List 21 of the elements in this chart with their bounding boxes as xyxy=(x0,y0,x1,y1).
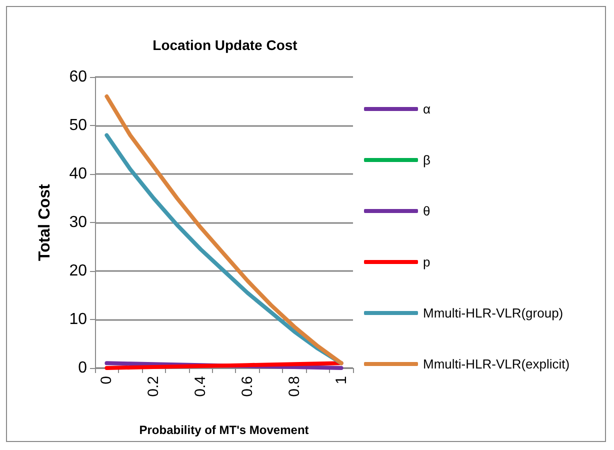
x-tick-label: 0.6 xyxy=(238,376,256,397)
y-tick-label: 40 xyxy=(69,166,88,182)
y-tick-label: 10 xyxy=(69,311,88,328)
x-axis-title: Probability of MT's Movement xyxy=(139,423,309,437)
x-tick-label: 0.8 xyxy=(286,376,303,397)
y-tick-label: 30 xyxy=(69,214,88,231)
y-axis-title: Total Cost xyxy=(36,183,54,262)
legend-label: β xyxy=(423,152,430,168)
legend-label: Mmulti-HLR-VLR(explicit) xyxy=(423,356,570,372)
x-tick-label: 0.2 xyxy=(145,376,162,397)
x-tick-label: 0.4 xyxy=(192,376,210,397)
y-tick-label: 50 xyxy=(69,117,88,134)
legend-label: Mmulti-HLR-VLR(group) xyxy=(423,306,564,320)
legend-label: p xyxy=(423,254,430,270)
legend-label: θ xyxy=(423,204,430,218)
y-tick-label: 20 xyxy=(69,262,88,280)
chart-title: Location Update Cost xyxy=(152,37,298,53)
x-tick-label: 1 xyxy=(332,376,350,384)
y-tick-label: 60 xyxy=(69,68,88,86)
legend-label: α xyxy=(423,102,431,116)
x-tick-label: 0 xyxy=(98,376,116,384)
